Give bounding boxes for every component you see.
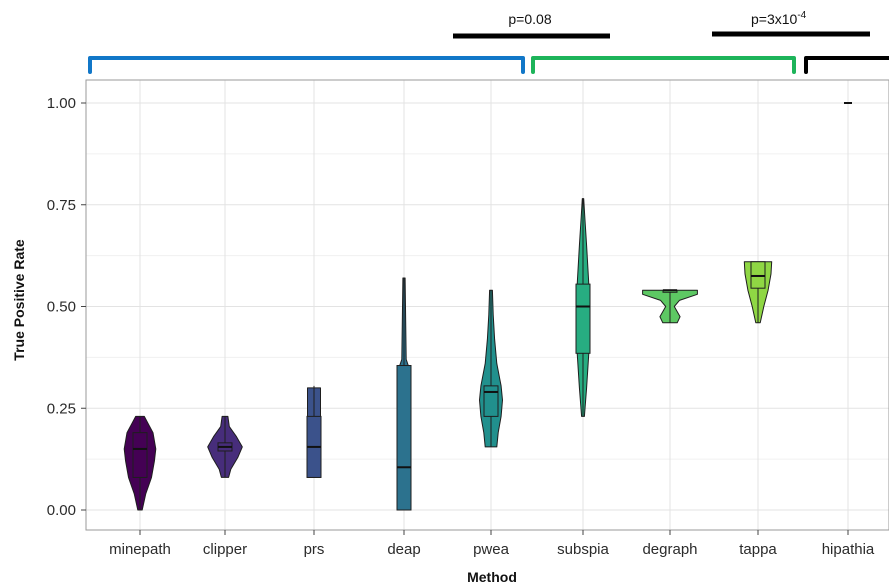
violin-box: [396, 365, 412, 511]
x-tick-label: subspia: [557, 541, 609, 558]
violin-box: [575, 283, 591, 354]
group-brackets: [88, 56, 889, 74]
x-tick-label: deap: [387, 541, 420, 558]
violin-prs: [306, 385, 322, 478]
group-bracket: [804, 56, 889, 74]
violin-minepath: [123, 415, 157, 511]
x-tick-label: minepath: [109, 541, 171, 558]
y-tick-label: 0.00: [47, 502, 76, 519]
x-axis-ticks: minepath clipper prs deap pwea subspia degraph…: [109, 530, 875, 558]
violin-tappa: [743, 261, 773, 324]
y-tick-label: 0.75: [47, 197, 76, 214]
violin-box: [483, 385, 499, 417]
pvalue-annotations: p=0.08 p=3x10-4: [453, 10, 870, 39]
y-tick-label: 0.50: [47, 299, 76, 316]
major-gridlines: [86, 80, 889, 530]
violin-deap: [396, 277, 412, 511]
violins: [123, 102, 852, 511]
x-tick-label: prs: [304, 541, 325, 558]
plot-panel-border: [85, 79, 889, 531]
pvalue-label-1: p=0.08: [508, 11, 551, 27]
x-axis-title: Method: [467, 569, 517, 585]
violin-box: [132, 432, 148, 478]
violin-subspia: [575, 198, 591, 417]
y-axis-title: True Positive Rate: [11, 239, 27, 361]
x-tick-label: clipper: [203, 541, 247, 558]
y-tick-label: 1.00: [47, 95, 76, 112]
violin-clipper: [207, 415, 243, 478]
group-bracket: [531, 56, 796, 74]
violin-degraph: [642, 289, 698, 324]
x-tick-label: tappa: [739, 541, 777, 558]
y-axis-ticks: 0.00 0.25 0.50 0.75 1.00: [47, 95, 86, 519]
x-tick-label: pwea: [473, 541, 510, 558]
pvalue-label-2-base: p=3x10: [751, 11, 798, 27]
pvalue-label-2: p=3x10-4: [751, 10, 807, 27]
pvalue-label-2-exponent: -4: [797, 10, 806, 21]
minor-gridlines: [86, 153, 889, 460]
violin-box: [750, 261, 766, 289]
violin-pwea: [479, 289, 503, 448]
x-tick-label: degraph: [642, 541, 697, 558]
x-tick-label: hipathia: [822, 541, 875, 558]
y-tick-label: 0.25: [47, 400, 76, 417]
group-bracket: [88, 56, 525, 74]
